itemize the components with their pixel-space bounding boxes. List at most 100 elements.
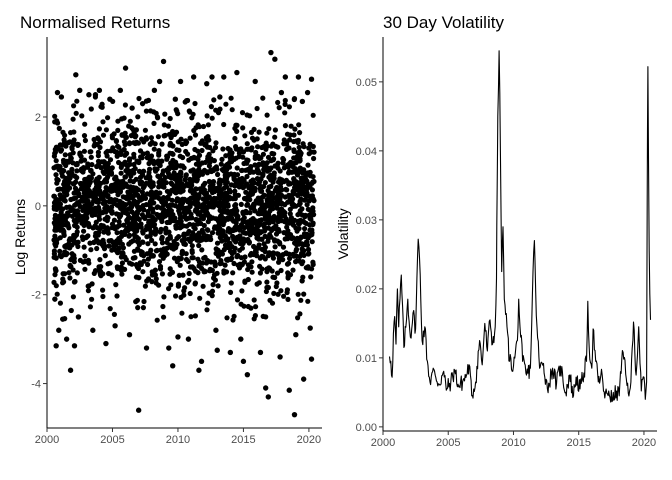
returns-point bbox=[196, 162, 202, 169]
returns-point bbox=[192, 280, 198, 286]
returns-point bbox=[297, 253, 303, 259]
returns-point bbox=[85, 163, 91, 169]
returns-point bbox=[104, 217, 110, 224]
returns-point bbox=[283, 186, 289, 192]
returns-point bbox=[178, 136, 184, 142]
returns-panel: Normalised Returns Log Returns 2000 2005 2… bbox=[12, 13, 322, 446]
returns-point bbox=[257, 270, 263, 276]
returns-point bbox=[136, 216, 142, 222]
returns-point bbox=[297, 185, 303, 191]
returns-point bbox=[230, 317, 236, 323]
returns-point bbox=[77, 151, 83, 157]
returns-point bbox=[51, 237, 57, 243]
returns-point bbox=[247, 232, 253, 238]
returns-point bbox=[245, 276, 251, 283]
returns-point bbox=[308, 274, 314, 280]
returns-outlier-point bbox=[299, 98, 306, 105]
returns-point bbox=[297, 158, 303, 164]
returns-point bbox=[120, 194, 126, 200]
returns-point bbox=[159, 141, 165, 147]
returns-point bbox=[259, 236, 265, 242]
returns-point bbox=[129, 216, 135, 222]
returns-point bbox=[68, 206, 74, 212]
returns-point bbox=[104, 193, 110, 199]
returns-point bbox=[167, 115, 173, 122]
returns-point bbox=[144, 150, 150, 156]
returns-point bbox=[56, 217, 63, 224]
returns-point bbox=[278, 187, 284, 193]
returns-point bbox=[74, 212, 80, 218]
returns-point bbox=[86, 176, 92, 182]
returns-point bbox=[162, 111, 168, 117]
returns-point bbox=[127, 161, 133, 167]
returns-point bbox=[81, 222, 87, 228]
returns-point bbox=[61, 232, 67, 238]
returns-point bbox=[194, 155, 200, 161]
returns-point bbox=[150, 158, 157, 164]
returns-point bbox=[142, 127, 148, 133]
returns-point bbox=[113, 282, 119, 288]
returns-point bbox=[187, 290, 193, 297]
returns-point bbox=[112, 176, 118, 182]
returns-point bbox=[208, 104, 214, 110]
returns-point bbox=[60, 206, 66, 212]
returns-point bbox=[118, 170, 124, 176]
returns-point bbox=[278, 288, 284, 294]
returns-point bbox=[75, 239, 81, 245]
returns-point bbox=[200, 123, 207, 130]
returns-point bbox=[138, 224, 144, 230]
returns-point bbox=[295, 291, 301, 297]
returns-point bbox=[173, 165, 179, 171]
returns-point bbox=[241, 195, 248, 202]
returns-point bbox=[247, 184, 253, 190]
returns-point bbox=[51, 165, 57, 171]
returns-point bbox=[155, 134, 161, 140]
returns-y-axis-title: Log Returns bbox=[12, 199, 28, 275]
returns-point bbox=[67, 173, 73, 179]
returns-point bbox=[68, 307, 74, 314]
returns-point bbox=[200, 216, 206, 222]
returns-point bbox=[78, 158, 84, 164]
returns-point bbox=[149, 237, 155, 243]
returns-point bbox=[118, 180, 125, 186]
returns-point bbox=[131, 161, 137, 168]
returns-point bbox=[273, 186, 279, 192]
returns-point bbox=[127, 185, 133, 191]
returns-point bbox=[304, 242, 310, 248]
returns-outlier-point bbox=[300, 376, 307, 382]
returns-point bbox=[152, 272, 158, 278]
returns-point bbox=[111, 217, 117, 223]
returns-outlier-point bbox=[73, 72, 79, 78]
returns-point bbox=[218, 161, 224, 167]
returns-outlier-point bbox=[308, 356, 315, 362]
returns-point bbox=[232, 188, 238, 194]
returns-point bbox=[53, 283, 59, 289]
returns-point bbox=[206, 178, 212, 185]
returns-point bbox=[256, 129, 262, 135]
returns-point bbox=[111, 243, 117, 250]
returns-outlier-point bbox=[196, 367, 202, 373]
returns-point bbox=[218, 187, 224, 194]
returns-point bbox=[262, 180, 268, 186]
returns-point bbox=[80, 236, 86, 242]
returns-point bbox=[82, 253, 88, 259]
returns-outlier-point bbox=[103, 340, 109, 347]
returns-point bbox=[200, 202, 206, 209]
volatility-y-tick-label: 0.03 bbox=[356, 215, 377, 227]
returns-point bbox=[96, 184, 102, 190]
returns-point bbox=[227, 210, 234, 216]
returns-point bbox=[241, 215, 247, 221]
returns-point bbox=[308, 213, 314, 219]
returns-point bbox=[187, 109, 193, 115]
returns-outlier-point bbox=[277, 354, 283, 360]
returns-point bbox=[309, 266, 315, 272]
returns-point bbox=[55, 177, 61, 183]
returns-point bbox=[77, 257, 83, 263]
returns-point bbox=[257, 263, 263, 269]
returns-point bbox=[311, 198, 317, 204]
returns-point bbox=[262, 244, 268, 250]
returns-point bbox=[67, 263, 73, 269]
returns-point bbox=[275, 165, 281, 171]
returns-point bbox=[145, 212, 151, 218]
returns-point bbox=[144, 251, 150, 257]
